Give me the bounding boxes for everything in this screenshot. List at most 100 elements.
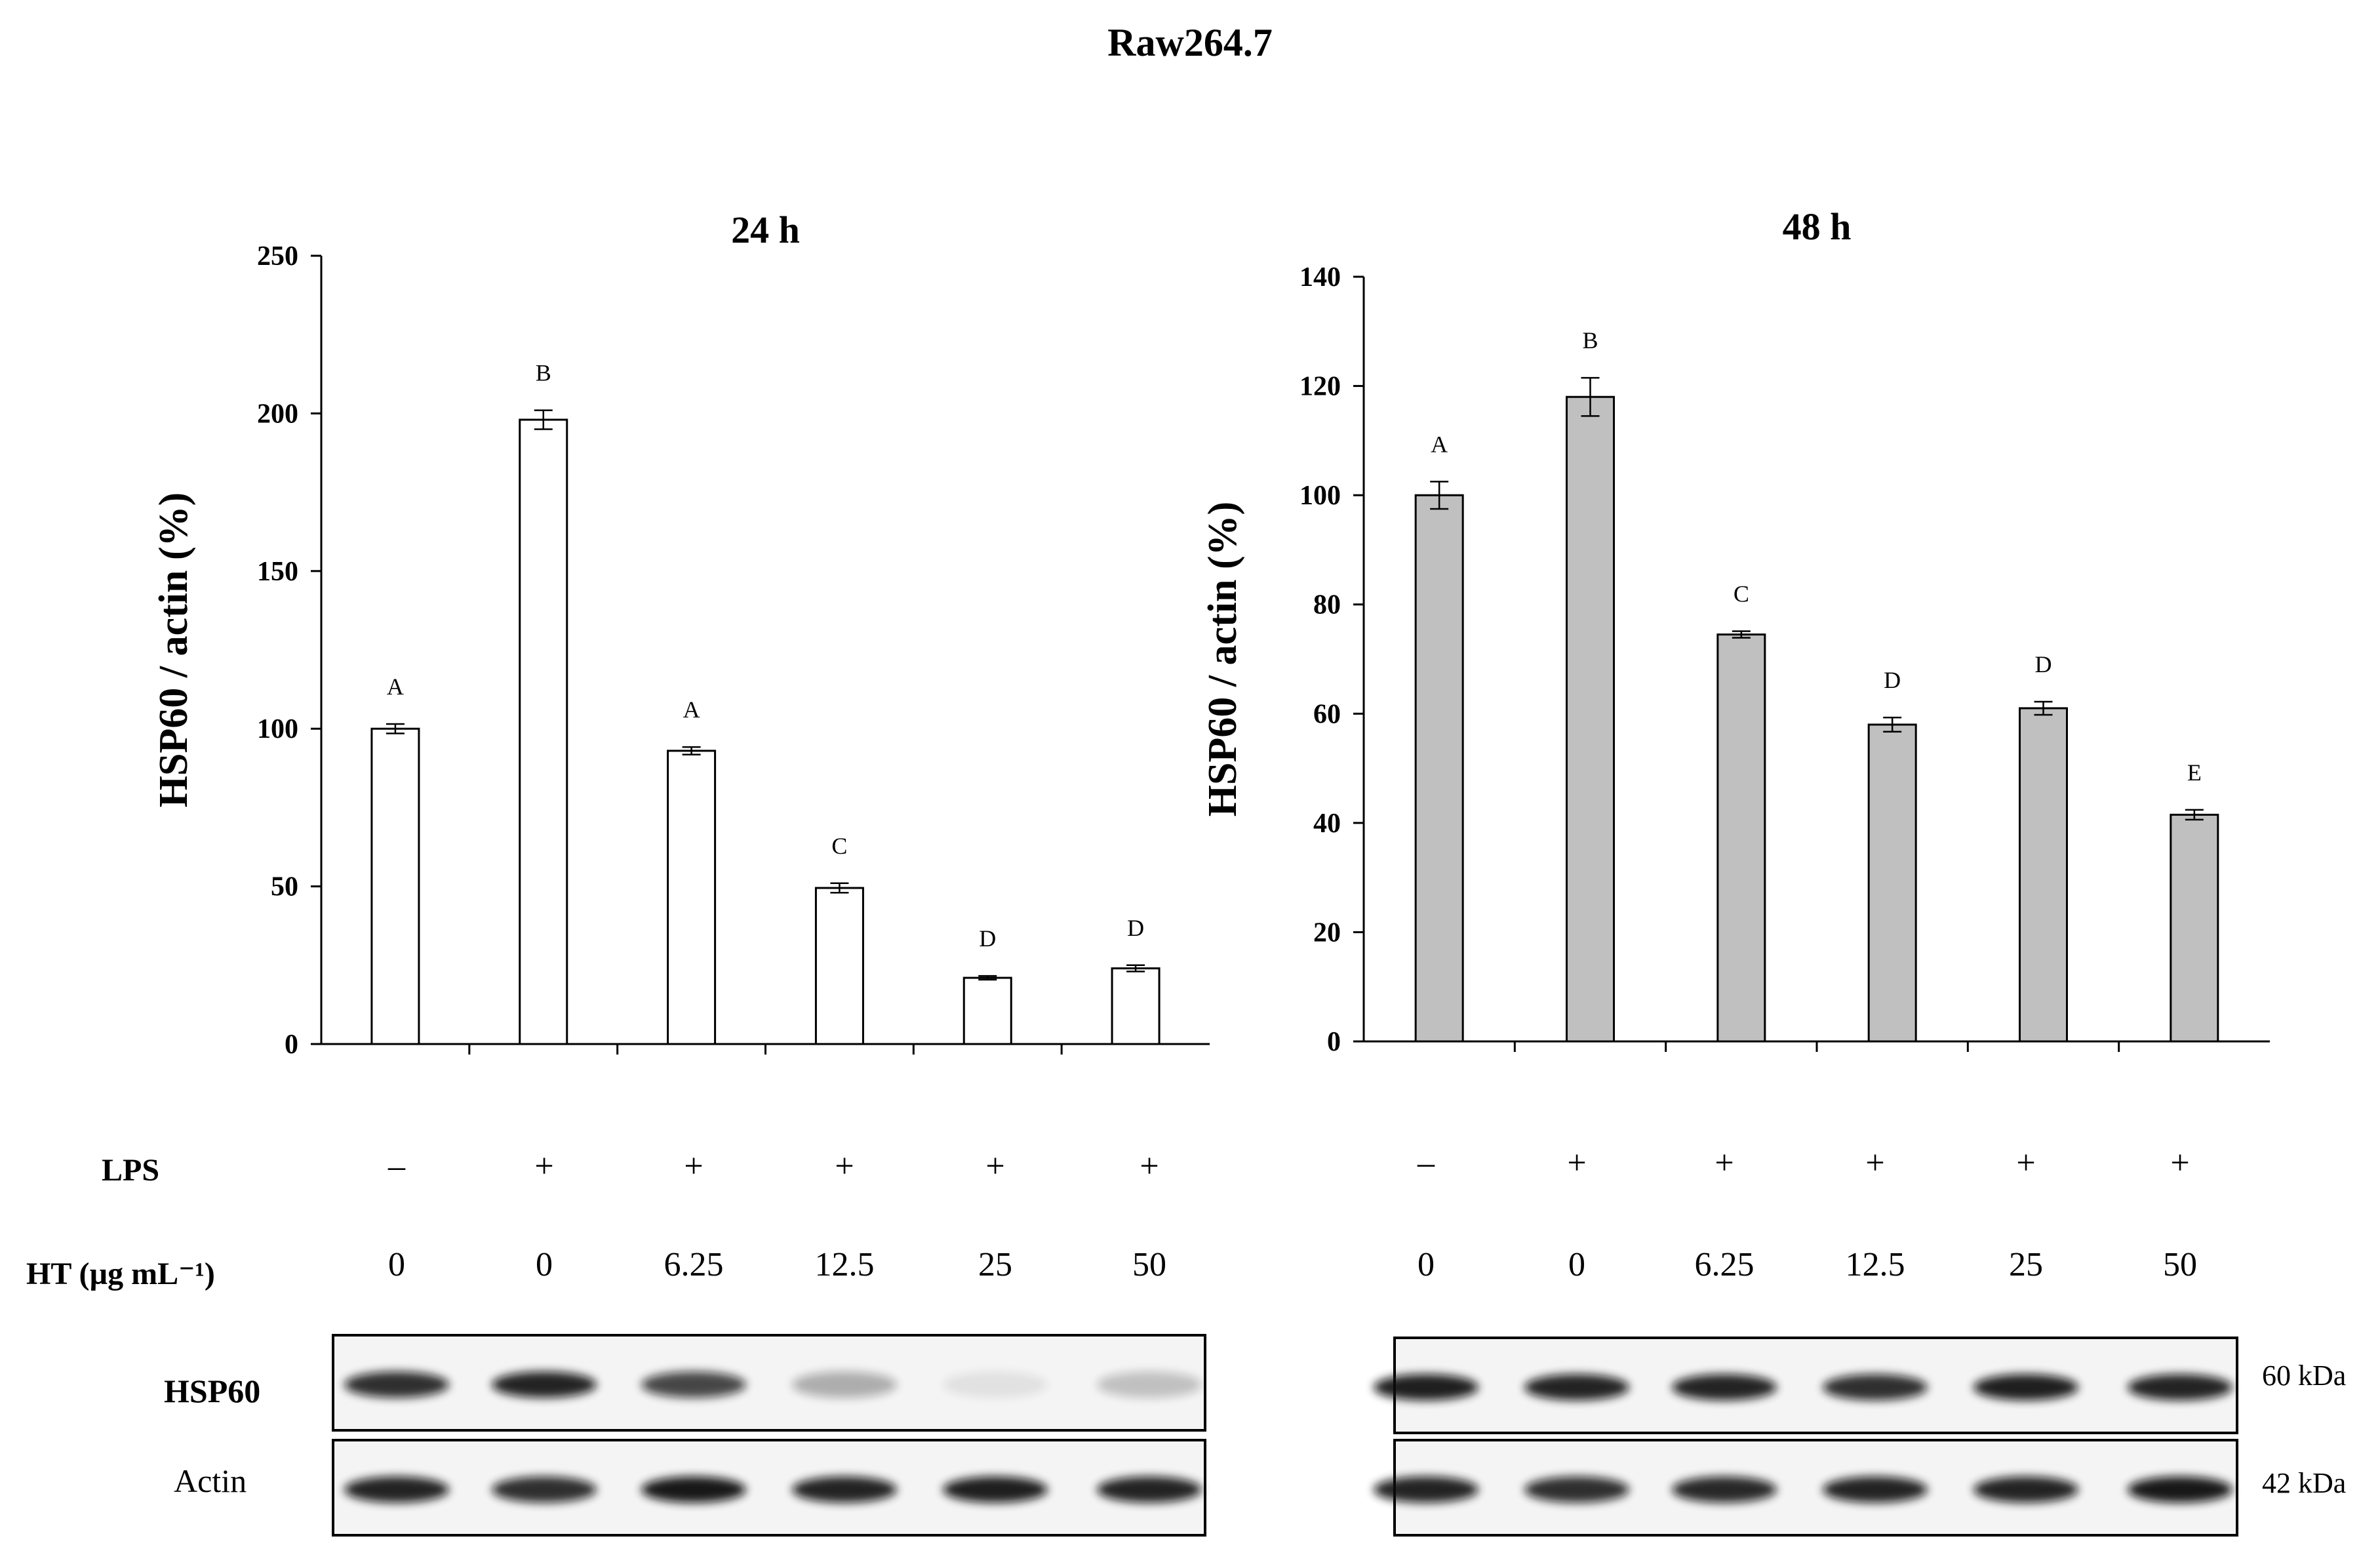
actin-blot-24h	[332, 1439, 1206, 1537]
lps-value: +	[2170, 1144, 2189, 1182]
lps-value: +	[985, 1148, 1004, 1185]
lps-row-label: LPS	[102, 1153, 159, 1188]
ht-value: 6.25	[664, 1246, 724, 1283]
blot-band	[1374, 1476, 1478, 1503]
bar	[2019, 707, 2068, 1043]
ht-value: 50	[2163, 1246, 2197, 1283]
lps-value: –	[387, 1148, 406, 1185]
significance-letter: E	[2187, 759, 2202, 786]
y-tick-label: 40	[1313, 809, 1341, 839]
chart-title: 24 h	[731, 209, 800, 251]
bar	[1111, 967, 1160, 1045]
blot-band	[344, 1371, 449, 1398]
lps-value: –	[1417, 1144, 1435, 1182]
lps-value: +	[534, 1148, 553, 1185]
blot-frame	[332, 1334, 1206, 1432]
ht-value: 12.5	[1846, 1246, 1905, 1283]
bar	[519, 418, 568, 1045]
ht-value: 0	[1418, 1246, 1435, 1283]
y-axis-label: HSP60 / actin (%)	[151, 493, 196, 807]
lps-value: +	[1865, 1144, 1884, 1182]
blot-band	[792, 1476, 897, 1503]
blot-band	[1097, 1476, 1202, 1503]
significance-letter: A	[1431, 431, 1448, 457]
actin-blot-48h	[1374, 1439, 2238, 1537]
blot-band	[792, 1371, 897, 1398]
bar	[1716, 634, 1766, 1043]
ht-value: 0	[1568, 1246, 1585, 1283]
blot-band	[641, 1476, 746, 1503]
blot-frame	[1393, 1439, 2238, 1537]
blot-band	[1973, 1476, 2078, 1503]
chart-24h: 24 h HSP60 / actin (%) 0 50 100 150 200 250 A B A C…	[151, 209, 1210, 1060]
blot-band	[1672, 1374, 1777, 1401]
y-tick-label: 140	[1299, 262, 1341, 292]
condition-rows: LPS HT (µg mL⁻¹) – + + + + + – + + + + +0 0 6.25 12.5 2…	[26, 1144, 2197, 1291]
y-axis-label: HSP60 / actin (%)	[1200, 502, 1245, 816]
hsp60-blot-48h	[1374, 1337, 2238, 1434]
blot-frame	[332, 1439, 1206, 1537]
y-tick-label: 150	[257, 557, 298, 587]
y-tick-label: 20	[1313, 917, 1341, 948]
figure-title: Raw264.7	[1107, 21, 1273, 64]
lps-value: +	[1567, 1144, 1586, 1182]
hsp60-blot-24h	[332, 1334, 1206, 1432]
significance-letter: D	[1127, 915, 1144, 941]
significance-letter: D	[1884, 667, 1901, 693]
lps-value: +	[684, 1148, 703, 1185]
bar	[370, 727, 420, 1045]
ht-value: 6.25	[1695, 1246, 1755, 1283]
significance-letter: B	[536, 360, 551, 386]
bar	[1414, 494, 1464, 1043]
lps-value: +	[1140, 1148, 1159, 1185]
western-blots: HSP60 Actin 60 kDa 42 kDa	[164, 1334, 2346, 1537]
blot-band	[943, 1476, 1048, 1503]
ht-row-label: HT (µg mL⁻¹)	[26, 1257, 215, 1291]
ht-value: 0	[536, 1246, 553, 1283]
bar	[1867, 723, 1917, 1043]
significance-letter: B	[1582, 327, 1598, 353]
significance-letter: C	[1734, 581, 1749, 607]
blot-band	[943, 1371, 1048, 1398]
blot-band	[1097, 1371, 1202, 1398]
actin-kda-label: 42 kDa	[2262, 1467, 2346, 1499]
blot-band	[2128, 1374, 2232, 1401]
blot-band	[1672, 1476, 1777, 1503]
blot-band	[1973, 1374, 2078, 1401]
bar	[2170, 813, 2219, 1043]
blot-band	[1524, 1374, 1629, 1401]
y-tick-label: 200	[257, 399, 298, 429]
ht-value: 12.5	[815, 1246, 875, 1283]
y-tick-label: 50	[271, 872, 298, 902]
blot-band	[492, 1371, 597, 1398]
y-tick-label: 100	[1299, 481, 1341, 511]
lps-value: +	[2016, 1144, 2035, 1182]
lps-value: +	[835, 1148, 854, 1185]
significance-letter: D	[2035, 651, 2052, 677]
blot-band	[2128, 1476, 2232, 1503]
y-tick-label: 250	[257, 241, 298, 272]
lps-value: +	[1715, 1144, 1734, 1182]
y-tick-label: 100	[257, 714, 298, 744]
hsp60-kda-label: 60 kDa	[2262, 1359, 2346, 1392]
bar	[814, 887, 864, 1045]
chart-title: 48 h	[1783, 205, 1852, 248]
blot-frame	[1393, 1337, 2238, 1434]
bar	[1566, 395, 1615, 1043]
y-tick-label: 0	[285, 1030, 298, 1060]
blot-band	[1823, 1374, 1928, 1401]
y-tick-label: 0	[1327, 1027, 1341, 1057]
ht-value: 50	[1132, 1246, 1166, 1283]
y-tick-label: 80	[1313, 590, 1341, 620]
chart-48h: 48 h HSP60 / actin (%) 0 20 40 60 80 100 120 140 A…	[1200, 205, 2270, 1057]
blot-band	[1524, 1476, 1629, 1503]
significance-letter: D	[979, 925, 996, 952]
significance-letter: A	[683, 696, 700, 723]
blot-band	[344, 1476, 449, 1503]
bar	[667, 750, 717, 1045]
blot-band	[641, 1371, 746, 1398]
blot-band	[1823, 1476, 1928, 1503]
blot-band	[1374, 1374, 1478, 1401]
hsp60-blot-label: HSP60	[164, 1373, 260, 1409]
